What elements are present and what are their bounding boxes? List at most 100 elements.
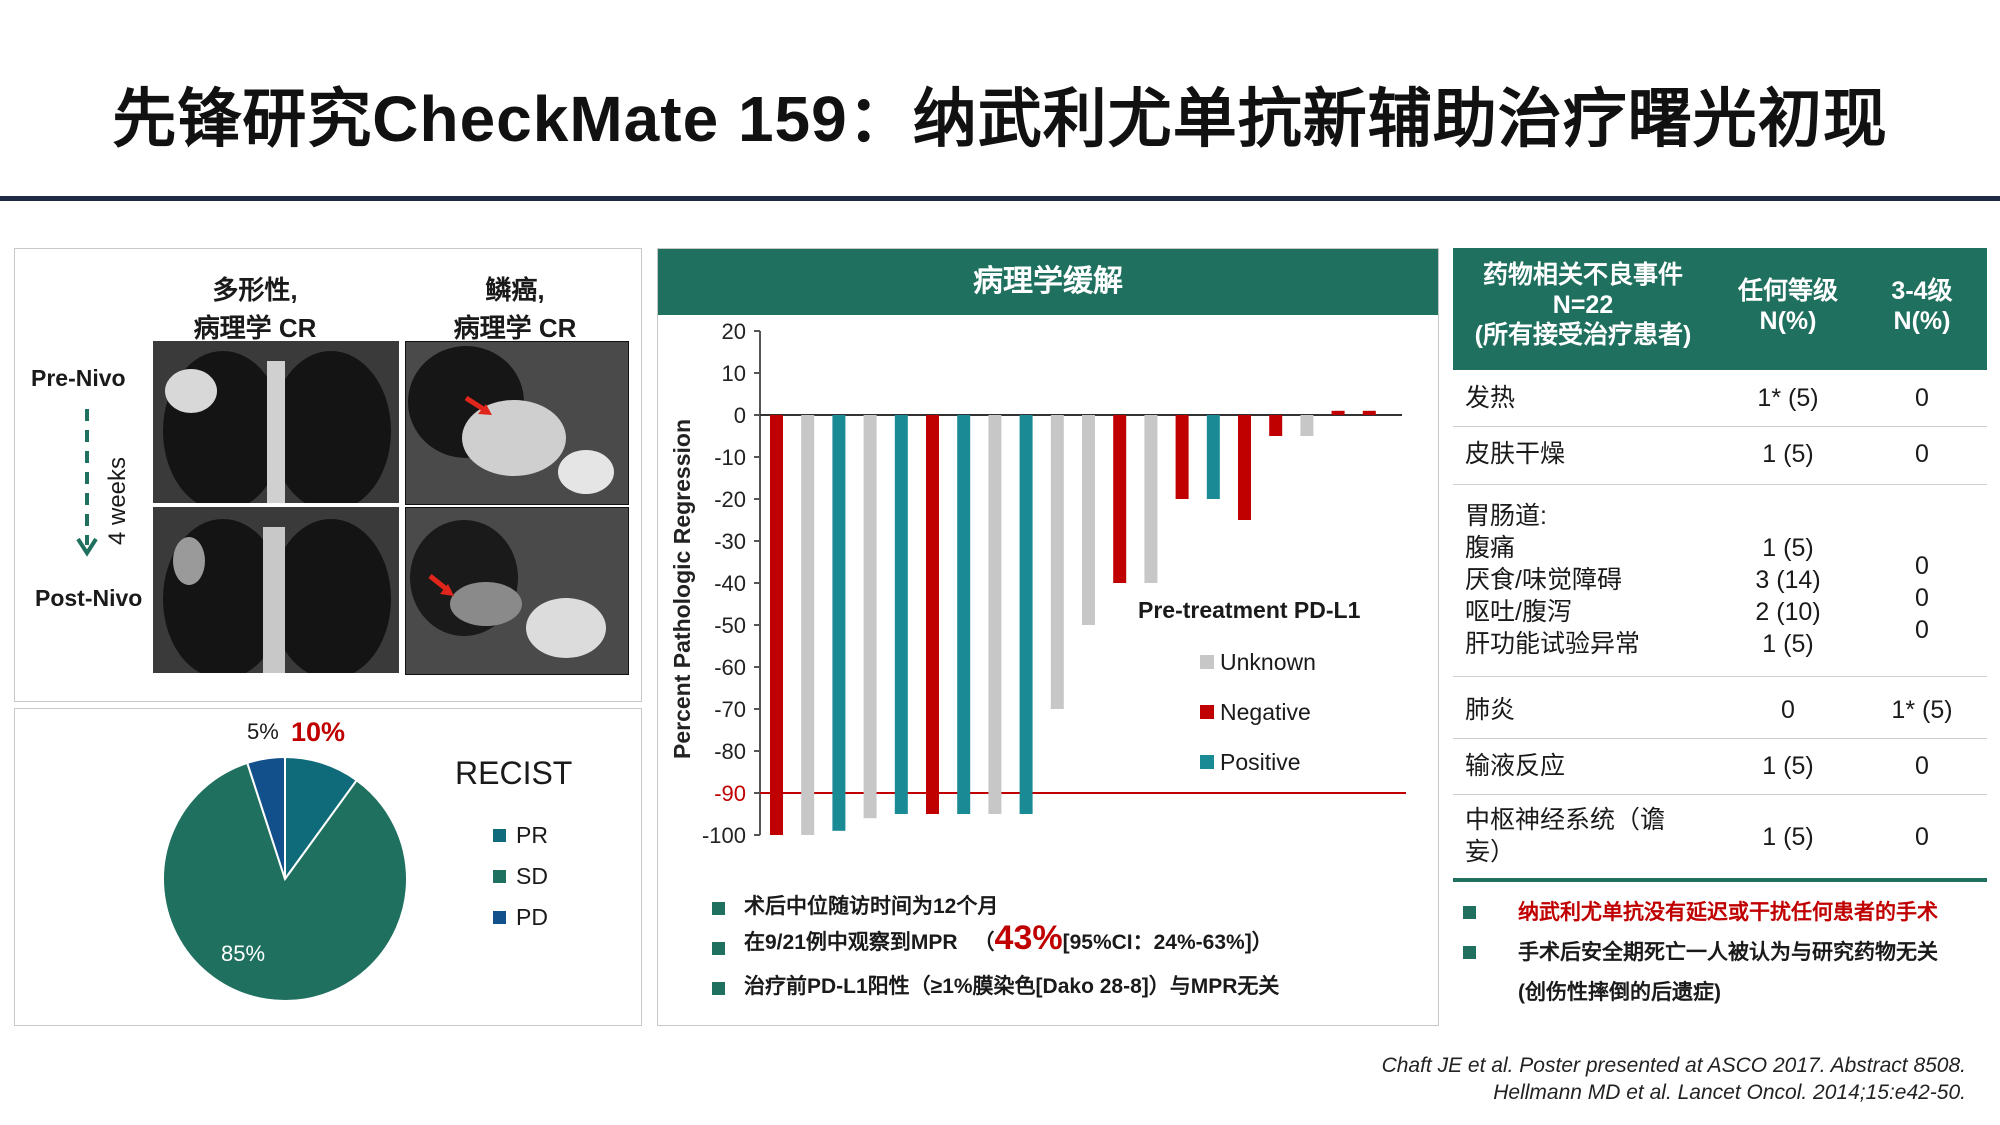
row-dry-skin-any: 1 (5) (1762, 440, 1814, 468)
bar-7 (957, 415, 971, 814)
pie-legend: PR SD PD (493, 815, 548, 938)
row-gi-title: 胃肠道: (1465, 502, 1547, 530)
bar-note-2-suffix: [95%CI：24%-63%]） (1062, 931, 1273, 954)
row-dry-skin-name: 皮肤干燥 (1465, 440, 1566, 468)
scan-col1-header: 多形性, 病理学 CR (145, 271, 365, 347)
row-gi-item-1: 腹痛 (1465, 534, 1516, 562)
bar-18 (1300, 415, 1314, 436)
note-bullet-icon (712, 982, 725, 995)
interval-label: 4 weeks (104, 456, 131, 546)
y-tick-label: -70 (714, 697, 746, 722)
ct-scan-panel: 多形性, 病理学 CR 鳞癌, 病理学 CR Pre-Nivo Post-Niv… (14, 248, 642, 702)
bar-note-2: 在9/21例中观察到MPR （43%[95%CI：24%-63%]） (744, 919, 1273, 958)
note-bullet-icon (712, 942, 725, 955)
scan-col2-line2: 病理学 CR (453, 313, 577, 343)
title-divider (0, 196, 2000, 201)
pie-legend-item-pr: PR (493, 815, 548, 856)
header-any-line2: N(%) (1759, 307, 1817, 335)
y-tick-label: 0 (734, 403, 746, 428)
row-divider (1453, 426, 1987, 427)
bar-9 (1019, 415, 1033, 814)
ct-scan-pre-squamous (405, 341, 629, 505)
bar-3 (832, 415, 846, 831)
row-divider (1453, 484, 1987, 485)
sd-swatch-icon (493, 870, 506, 883)
chart-legend: Unknown Negative Positive (1200, 637, 1316, 787)
bar-20 (1362, 410, 1376, 415)
post-nivo-label: Post-Nivo (35, 585, 143, 611)
header-any-line1: 任何等级 (1737, 277, 1838, 305)
bar-2 (801, 415, 815, 835)
y-tick-label: 20 (722, 319, 746, 344)
table-bottom-rule (1453, 878, 1987, 882)
row-infusion-any: 1 (5) (1762, 752, 1814, 780)
row-gi-any-3: 2 (10) (1755, 598, 1821, 626)
waterfall-chart: 20 10 0 -10 -20 -30 -40 -50 -60 -70 -80 -90 -100 Perc… (669, 319, 1406, 848)
row-divider (1453, 676, 1987, 677)
y-tick-label: -10 (714, 445, 746, 470)
bar-note-2-prefix: 在9/21例中观察到MPR (744, 931, 958, 954)
negative-swatch-icon (1200, 705, 1214, 719)
positive-swatch-icon (1200, 755, 1214, 769)
row-cns-any: 1 (5) (1762, 823, 1814, 851)
row-gi-g34-3: 0 (1915, 616, 1929, 644)
legend-item-unknown: Unknown (1200, 637, 1316, 687)
interval-arrow-icon (76, 409, 98, 557)
pie-slice-sd (162, 761, 408, 1002)
row-infusion-g34: 0 (1915, 752, 1929, 780)
y-tick-label: -20 (714, 487, 746, 512)
pie-legend-label: PR (516, 822, 548, 848)
pie-legend-item-sd: SD (493, 856, 548, 897)
note-bullet-icon (1463, 946, 1476, 959)
y-tick-label: -60 (714, 655, 746, 680)
pie-legend-title: RECIST (455, 755, 573, 791)
y-tick-label: -50 (714, 613, 746, 638)
row-gi-item-3: 呕吐/腹泻 (1465, 598, 1572, 626)
y-tick-label: -90 (714, 781, 746, 806)
row-fever-any: 1* (5) (1757, 384, 1819, 412)
pd-swatch-icon (493, 911, 506, 924)
table-note-1: 纳武利尤单抗没有延迟或干扰任何患者的手术 (1518, 901, 1938, 924)
y-tick-label: -80 (714, 739, 746, 764)
bar-note-2-paren: （ (973, 931, 995, 954)
bar-5 (894, 415, 908, 814)
table-header: 药物相关不良事件 N=22 (所有接受治疗患者) 任何等级 N(%) 3-4级 … (1453, 248, 1987, 370)
row-gi-any-2: 3 (14) (1755, 566, 1821, 594)
ct-scan-pre-pleomorphic (153, 341, 399, 503)
bar-16 (1238, 415, 1251, 520)
legend-label: Negative (1220, 698, 1311, 725)
row-gi-g34-1: 0 (1915, 552, 1929, 580)
page-title: 先锋研究CheckMate 159：纳武利尤单抗新辅助治疗曙光初现 (112, 83, 1888, 155)
pie-legend-label: PD (516, 904, 548, 930)
y-axis-label: Percent Pathologic Regression (669, 419, 695, 759)
bar-14 (1175, 415, 1189, 499)
row-dry-skin-g34: 0 (1915, 440, 1929, 468)
chart-title: 病理学缓解 (658, 249, 1438, 315)
row-gi-item-4: 肝功能试验异常 (1465, 630, 1641, 658)
row-pneumonitis-any: 0 (1781, 696, 1795, 724)
table-note-2-line2: (创伤性摔倒的后遗症) (1518, 981, 1721, 1004)
row-divider (1453, 794, 1987, 795)
header-col-events: 药物相关不良事件 N=22 (所有接受治疗患者) (1453, 260, 1713, 350)
header-col-grade-3-4: 3-4级 N(%) (1863, 276, 1981, 336)
row-gi-item-2: 厌食/味觉障碍 (1465, 566, 1622, 594)
header-events-line1: 药物相关不良事件 (1482, 261, 1683, 289)
row-gi-any-4: 1 (5) (1762, 630, 1814, 658)
bar-11 (1082, 415, 1095, 625)
recist-pie-panel: 5% 10% 85% RECIST PR SD PD (14, 708, 642, 1026)
row-pneumonitis-name: 肺炎 (1465, 696, 1516, 724)
bar-15 (1206, 415, 1220, 499)
scan-col2-line1: 鳞癌, (485, 275, 545, 305)
reference-2: Hellmann MD et al. Lancet Oncol. 2014;15… (1493, 1081, 1966, 1104)
y-tick-label: 10 (722, 361, 746, 386)
mpr-rate-highlight: 43% (994, 919, 1063, 957)
note-bullet-icon (1463, 906, 1476, 919)
chart-legend-title: Pre-treatment PD-L1 (1138, 597, 1361, 623)
legend-item-positive: Positive (1200, 737, 1316, 787)
reference-1: Chaft JE et al. Poster presented at ASCO… (1381, 1054, 1966, 1077)
bar-8 (988, 415, 1002, 814)
scan-col1-line2: 病理学 CR (193, 313, 317, 343)
bar-13 (1144, 415, 1158, 583)
recist-pie-chart (162, 755, 408, 1002)
adverse-events-table: 药物相关不良事件 N=22 (所有接受治疗患者) 任何等级 N(%) 3-4级 … (1453, 248, 1987, 888)
